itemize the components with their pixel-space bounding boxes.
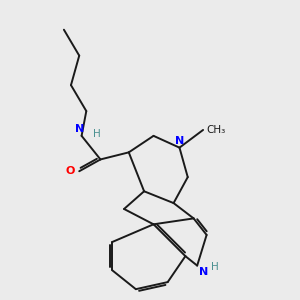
Text: H: H xyxy=(211,262,218,272)
Text: N: N xyxy=(199,267,208,278)
Text: N: N xyxy=(75,124,84,134)
Text: N: N xyxy=(175,136,184,146)
Text: O: O xyxy=(66,166,75,176)
Text: H: H xyxy=(93,129,101,139)
Text: CH₃: CH₃ xyxy=(207,125,226,135)
